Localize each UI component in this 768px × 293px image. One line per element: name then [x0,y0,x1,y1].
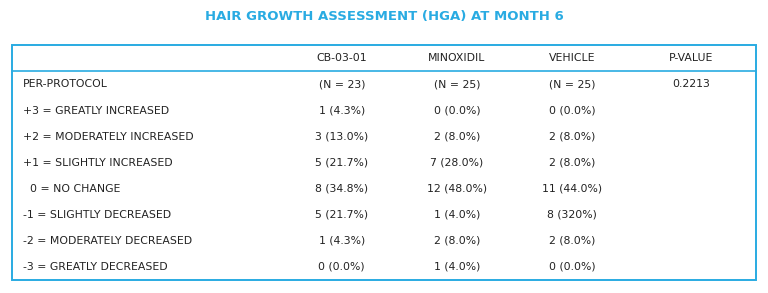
Text: 3 (13.0%): 3 (13.0%) [315,132,369,142]
Text: 2 (8.0%): 2 (8.0%) [434,132,480,142]
Text: 7 (28.0%): 7 (28.0%) [430,158,484,168]
Text: (N = 23): (N = 23) [319,79,365,89]
Text: 5 (21.7%): 5 (21.7%) [315,210,369,220]
Text: 0.2213: 0.2213 [672,79,710,89]
Text: -3 = GREATLY DECREASED: -3 = GREATLY DECREASED [23,262,167,272]
Text: MINOXIDIL: MINOXIDIL [429,53,485,64]
Text: 0 = NO CHANGE: 0 = NO CHANGE [23,184,121,194]
Text: 8 (34.8%): 8 (34.8%) [315,184,369,194]
Text: VEHICLE: VEHICLE [549,53,595,64]
Text: +2 = MODERATELY INCREASED: +2 = MODERATELY INCREASED [23,132,194,142]
Text: (N = 25): (N = 25) [549,79,595,89]
Text: 1 (4.0%): 1 (4.0%) [434,262,480,272]
Text: +3 = GREATLY INCREASED: +3 = GREATLY INCREASED [23,105,169,115]
Text: 1 (4.3%): 1 (4.3%) [319,105,365,115]
Text: 0 (0.0%): 0 (0.0%) [549,262,595,272]
Text: 11 (44.0%): 11 (44.0%) [542,184,602,194]
Text: -1 = SLIGHTLY DECREASED: -1 = SLIGHTLY DECREASED [23,210,171,220]
Text: 2 (8.0%): 2 (8.0%) [549,158,595,168]
Text: 0 (0.0%): 0 (0.0%) [434,105,480,115]
Text: PER-PROTOCOL: PER-PROTOCOL [23,79,108,89]
Text: 0 (0.0%): 0 (0.0%) [549,105,595,115]
Text: CB-03-01: CB-03-01 [316,53,367,64]
Text: 5 (21.7%): 5 (21.7%) [315,158,369,168]
Text: 1 (4.3%): 1 (4.3%) [319,236,365,246]
Text: +1 = SLIGHTLY INCREASED: +1 = SLIGHTLY INCREASED [23,158,173,168]
Text: 2 (8.0%): 2 (8.0%) [549,236,595,246]
Text: 2 (8.0%): 2 (8.0%) [549,132,595,142]
Text: 2 (8.0%): 2 (8.0%) [434,236,480,246]
Text: 1 (4.0%): 1 (4.0%) [434,210,480,220]
Text: (N = 25): (N = 25) [434,79,480,89]
Text: 12 (48.0%): 12 (48.0%) [427,184,487,194]
Text: 0 (0.0%): 0 (0.0%) [319,262,365,272]
Text: 8 (320%): 8 (320%) [548,210,597,220]
Text: -2 = MODERATELY DECREASED: -2 = MODERATELY DECREASED [23,236,192,246]
Text: HAIR GROWTH ASSESSMENT (HGA) AT MONTH 6: HAIR GROWTH ASSESSMENT (HGA) AT MONTH 6 [204,10,564,23]
Text: P-VALUE: P-VALUE [669,53,713,64]
